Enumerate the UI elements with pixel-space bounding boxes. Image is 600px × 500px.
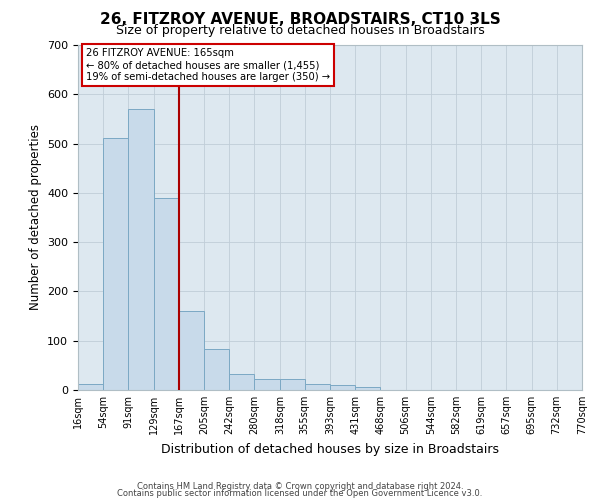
Bar (280, 379, 305, 390)
Bar (128, 109, 154, 390)
Bar (78, 384, 103, 390)
Text: 26, FITZROY AVENUE, BROADSTAIRS, CT10 3LS: 26, FITZROY AVENUE, BROADSTAIRS, CT10 3L… (100, 12, 500, 28)
X-axis label: Distribution of detached houses by size in Broadstairs: Distribution of detached houses by size … (161, 442, 499, 456)
Bar (103, 138, 128, 390)
Bar (305, 384, 330, 390)
Text: Size of property relative to detached houses in Broadstairs: Size of property relative to detached ho… (116, 24, 484, 37)
Bar (179, 311, 205, 390)
Y-axis label: Number of detached properties: Number of detached properties (29, 124, 41, 310)
Bar (205, 349, 229, 390)
Text: 26 FITZROY AVENUE: 165sqm
← 80% of detached houses are smaller (1,455)
19% of se: 26 FITZROY AVENUE: 165sqm ← 80% of detac… (86, 48, 329, 82)
Text: Contains HM Land Registry data © Crown copyright and database right 2024.: Contains HM Land Registry data © Crown c… (137, 482, 463, 491)
Bar (355, 386, 380, 390)
Bar (330, 385, 355, 390)
Bar (154, 198, 179, 390)
Bar (254, 379, 280, 390)
Bar (229, 374, 254, 390)
Text: Contains public sector information licensed under the Open Government Licence v3: Contains public sector information licen… (118, 490, 482, 498)
